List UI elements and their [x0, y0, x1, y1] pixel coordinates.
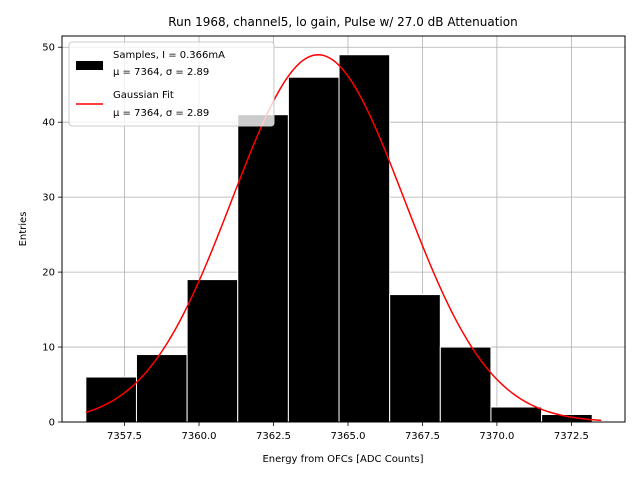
y-tick-label: 20: [42, 268, 55, 279]
y-tick-label: 30: [42, 193, 55, 204]
histogram-bar: [135, 354, 188, 423]
histogram-bars: [85, 54, 593, 423]
y-tick-label: 0: [49, 418, 55, 429]
x-tick-label: 7360.0: [182, 431, 217, 442]
histogram-bar: [186, 279, 239, 423]
histogram-bar: [439, 346, 492, 423]
y-tick-label: 50: [42, 43, 55, 54]
histogram-bar: [338, 54, 391, 423]
y-tick-label: 40: [42, 118, 55, 129]
legend-fit-line2: μ = 7364, σ = 2.89: [113, 108, 209, 119]
y-axis-label: Entries: [18, 212, 29, 247]
x-tick-label: 7372.5: [554, 431, 589, 442]
legend-samples-line2: μ = 7364, σ = 2.89: [113, 67, 209, 78]
histogram-bar: [237, 114, 289, 423]
histogram-bar: [85, 376, 137, 423]
legend: Samples, I = 0.366mA μ = 7364, σ = 2.89 …: [68, 41, 275, 127]
legend-fit-line1: Gaussian Fit: [113, 90, 174, 101]
y-axis-ticks: 0 10 20 30 40 50: [42, 43, 62, 429]
legend-samples-line1: Samples, I = 0.366mA: [113, 50, 225, 61]
histogram-bar: [287, 76, 340, 423]
gaussian-fit-line: [85, 53, 602, 422]
x-axis-ticks: 7357.5 7360.0 7362.5 7365.0 7367.5 7370.0 7372…: [107, 422, 589, 442]
chart-title: Run 1968, channel5, lo gain, Pulse w/ 27…: [168, 15, 517, 29]
x-tick-label: 7357.5: [107, 431, 142, 442]
histogram-bar: [490, 406, 543, 423]
x-tick-label: 7365.0: [330, 431, 365, 442]
y-tick-label: 10: [42, 343, 55, 354]
legend-swatch-samples: [76, 61, 103, 70]
x-tick-label: 7367.5: [405, 431, 440, 442]
legend-frame: [68, 41, 275, 127]
x-tick-label: 7362.5: [256, 431, 291, 442]
plot-frame: [61, 35, 626, 423]
histogram-bar: [389, 294, 441, 423]
x-axis-label: Energy from OFCs [ADC Counts]: [262, 454, 423, 465]
x-tick-label: 7370.0: [479, 431, 514, 442]
